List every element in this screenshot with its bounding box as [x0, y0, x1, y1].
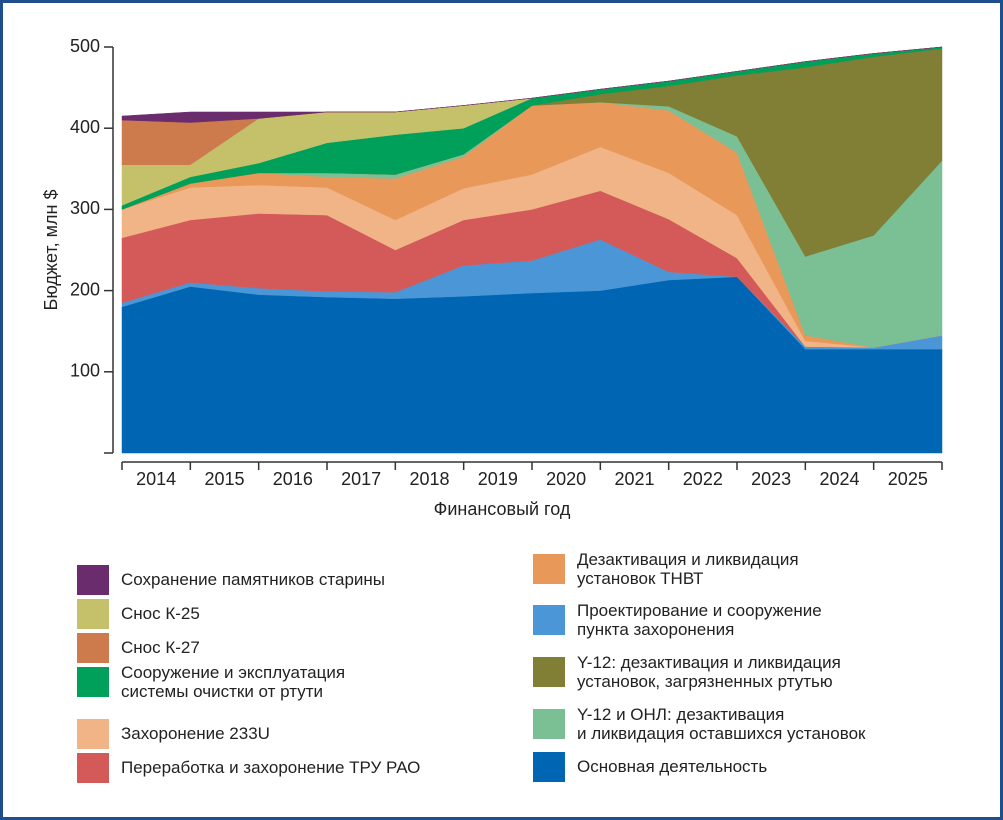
x-tick-label: 2018 — [409, 469, 449, 489]
legend-entry: Дезактивация и ликвидация установок ТНВТ — [533, 550, 799, 588]
legend-label: Снос К-27 — [121, 638, 200, 657]
x-tick-label: 2016 — [273, 469, 313, 489]
legend-entry: Проектирование и сооружение пункта захор… — [533, 601, 822, 639]
y-tick-label: 100 — [70, 361, 100, 381]
legend-label: Проектирование и сооружение пункта захор… — [577, 601, 822, 639]
x-tick-label: 2017 — [341, 469, 381, 489]
legend-label: Захоронение 233U — [121, 724, 270, 743]
legend-swatch — [77, 753, 109, 783]
legend-swatch — [77, 565, 109, 595]
x-tick-label: 2019 — [478, 469, 518, 489]
x-tick-label: 2023 — [751, 469, 791, 489]
legend-entry: Сохранение памятников старины — [77, 565, 386, 595]
legend-entry: Захоронение 233U — [77, 719, 270, 749]
legend-entry: Снос К-27 — [77, 633, 200, 663]
x-axis-label: Финансовый год — [434, 499, 571, 519]
x-tick-label: 2022 — [683, 469, 723, 489]
legend-label: Снос К-25 — [121, 604, 200, 623]
legend-label: Переработка и захоронение ТРУ РАО — [121, 758, 421, 777]
y-tick-label: 400 — [70, 117, 100, 137]
legend-label: Сохранение памятников старины — [121, 570, 386, 589]
legend-entry: Основная деятельность — [533, 752, 768, 782]
legend-swatch — [533, 554, 565, 584]
x-tick-label: 2025 — [888, 469, 928, 489]
y-tick-label: 200 — [70, 279, 100, 299]
x-tick-label: 2024 — [819, 469, 859, 489]
legend-entry: Переработка и захоронение ТРУ РАО — [77, 753, 421, 783]
legend-swatch — [77, 667, 109, 697]
legend-entry: Снос К-25 — [77, 599, 200, 629]
legend-label: Y-12: дезактивация и ликвидация установо… — [577, 653, 841, 691]
legend-entry: Сооружение и эксплуатация системы очистк… — [77, 663, 345, 701]
legend-swatch — [533, 709, 565, 739]
legend-label: Дезактивация и ликвидация установок ТНВТ — [577, 550, 799, 588]
y-axis-label: Бюджет, млн $ — [41, 190, 61, 311]
legend-swatch — [533, 605, 565, 635]
legend-swatch — [533, 752, 565, 782]
legend-entry: Y-12 и ОНЛ: дезактивация и ликвидация ос… — [533, 705, 865, 743]
legend-swatch — [77, 719, 109, 749]
x-tick-label: 2021 — [614, 469, 654, 489]
x-tick-label: 2014 — [136, 469, 176, 489]
legend-label: Сооружение и эксплуатация системы очистк… — [121, 663, 346, 701]
legend-label: Y-12 и ОНЛ: дезактивация и ликвидация ос… — [577, 705, 866, 743]
legend-label: Основная деятельность — [577, 757, 768, 776]
y-tick-label: 300 — [70, 198, 100, 218]
legend-swatch — [77, 633, 109, 663]
area — [121, 46, 943, 123]
legend-swatch — [77, 599, 109, 629]
legend-swatch — [533, 657, 565, 687]
x-tick-label: 2015 — [204, 469, 244, 489]
y-tick-label: 500 — [70, 36, 100, 56]
legend-entry: Y-12: дезактивация и ликвидация установо… — [533, 653, 841, 691]
x-tick-label: 2020 — [546, 469, 586, 489]
